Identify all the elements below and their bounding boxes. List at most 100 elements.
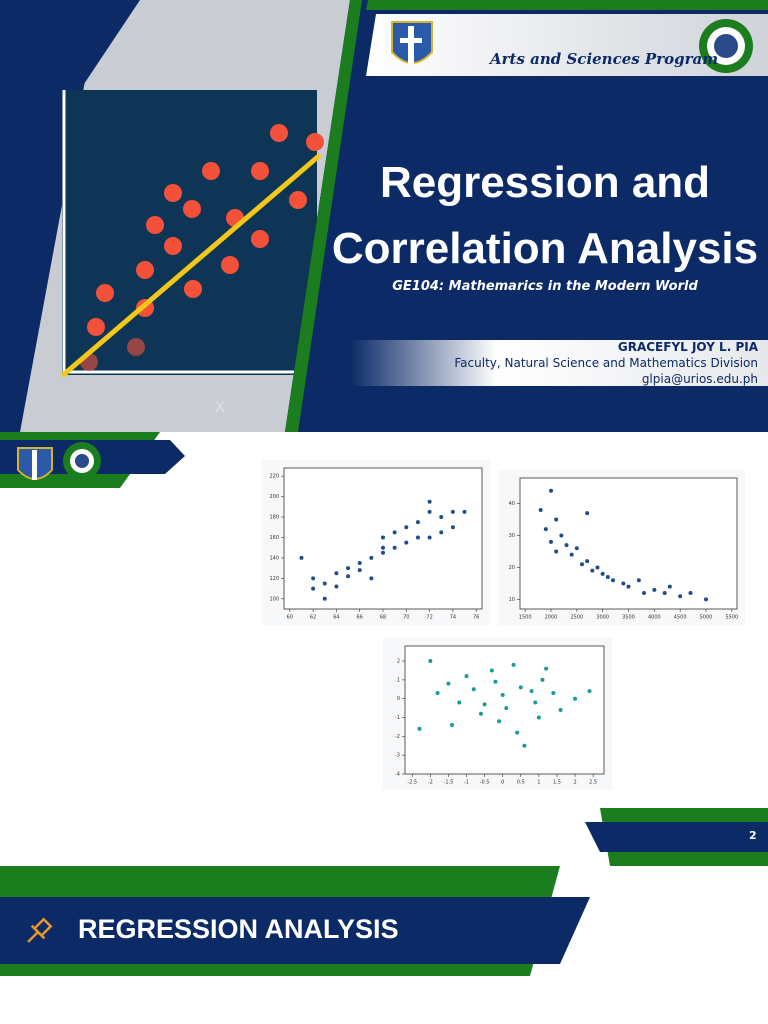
point xyxy=(464,674,469,679)
point xyxy=(558,708,563,712)
y-tick-label: 2 xyxy=(397,659,400,665)
y-tick-label: -3 xyxy=(395,753,400,759)
s3-navy xyxy=(0,897,590,964)
y-tick-label: 20 xyxy=(509,565,515,571)
point xyxy=(381,545,385,550)
point xyxy=(590,568,595,573)
program-name: Arts and Sciences Program xyxy=(490,50,719,68)
title-line: Regression and xyxy=(379,158,711,207)
page-number: 2 xyxy=(749,829,757,842)
point xyxy=(585,511,590,516)
point xyxy=(554,549,559,554)
x-tick-label: 1.5 xyxy=(553,780,561,786)
y-tick-label: -1 xyxy=(395,715,400,721)
point xyxy=(415,520,420,525)
x-tick-label: 72 xyxy=(426,615,432,621)
point xyxy=(573,696,578,701)
point xyxy=(450,723,455,728)
point xyxy=(538,507,543,512)
point xyxy=(544,666,549,671)
point xyxy=(574,546,579,551)
y-tick-label: 220 xyxy=(269,474,279,480)
point xyxy=(611,578,615,583)
point xyxy=(688,591,693,596)
point xyxy=(439,530,444,535)
x-tick-label: 62 xyxy=(310,615,316,621)
y-tick-label: 40 xyxy=(509,501,515,507)
point xyxy=(489,668,494,673)
title-line: Correlation Analysis xyxy=(331,224,759,273)
y-tick-label: 0 xyxy=(397,696,400,702)
y-tick-label: 140 xyxy=(269,555,279,561)
x-tick-label: -2 xyxy=(428,780,433,786)
x-tick-label: 3000 xyxy=(596,615,609,621)
y-tick-label: 1 xyxy=(397,677,400,683)
point xyxy=(621,581,626,586)
point xyxy=(636,578,641,583)
point xyxy=(392,530,397,535)
x-tick-label: 1 xyxy=(537,780,540,786)
point xyxy=(554,517,559,522)
y-tick-label: 100 xyxy=(269,596,279,602)
point xyxy=(427,509,432,514)
point xyxy=(428,659,433,664)
point xyxy=(462,509,467,514)
point xyxy=(346,574,351,579)
green-top xyxy=(366,0,768,10)
header-bar xyxy=(366,14,768,76)
photo-line xyxy=(60,153,322,378)
point xyxy=(346,566,351,571)
x-tick-label: 66 xyxy=(357,615,363,621)
point xyxy=(404,540,409,545)
x-tick-label: 2500 xyxy=(570,615,583,621)
y-tick-label: -2 xyxy=(395,734,400,740)
point xyxy=(322,596,327,601)
x-tick-label: 1500 xyxy=(519,615,532,621)
point xyxy=(439,515,444,520)
title-area xyxy=(285,0,768,432)
x-tick-label: 68 xyxy=(380,615,386,621)
point xyxy=(642,591,646,596)
point xyxy=(564,543,569,548)
point xyxy=(504,706,509,711)
plot-area xyxy=(519,477,738,610)
green-stripe xyxy=(285,0,362,432)
point xyxy=(478,711,483,716)
point xyxy=(580,562,584,567)
point xyxy=(511,662,516,667)
point xyxy=(357,561,362,566)
y-tick-label: 120 xyxy=(269,576,279,582)
x-tick-label: -1.5 xyxy=(444,780,454,786)
point xyxy=(404,525,409,530)
point xyxy=(322,581,327,586)
point xyxy=(549,539,553,544)
section-title: REGRESSION ANALYSIS xyxy=(78,914,399,944)
point xyxy=(435,691,440,696)
point xyxy=(427,499,432,504)
point xyxy=(493,679,498,684)
point xyxy=(600,571,605,576)
y-tick-label: 30 xyxy=(509,533,515,539)
pager-navy xyxy=(585,822,768,852)
point xyxy=(587,689,592,694)
point xyxy=(569,552,574,557)
point xyxy=(533,700,538,705)
small-logos xyxy=(17,442,101,480)
x-tick-label: 5500 xyxy=(725,615,738,621)
subtitle: GE104: Mathemarics in the Modern World xyxy=(392,279,698,294)
y-tick-label: 160 xyxy=(269,535,279,541)
point xyxy=(540,677,545,682)
point xyxy=(369,576,374,581)
point xyxy=(518,685,523,690)
pin-icon xyxy=(27,917,53,943)
point xyxy=(450,525,455,530)
x-tick-label: 4500 xyxy=(674,615,687,621)
point xyxy=(471,687,476,692)
logo-left xyxy=(391,21,433,64)
point xyxy=(415,535,420,540)
x-tick-label: 70 xyxy=(403,615,409,621)
point xyxy=(595,565,600,570)
x-tick-label: 0.5 xyxy=(517,780,525,786)
